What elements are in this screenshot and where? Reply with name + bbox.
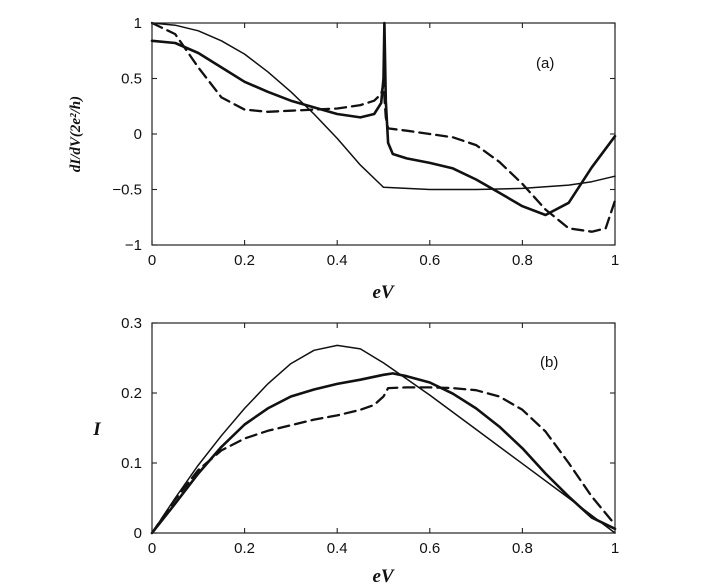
panel-a-y-tick-label: −0.5: [112, 182, 142, 199]
panel-b-y-tick-label: 0: [134, 525, 142, 542]
panel-b-x-tick-label: 0.4: [327, 540, 348, 557]
panel-b-series-thick-solid: [150, 372, 617, 535]
panel-a-y-tick-label: 0: [134, 126, 142, 143]
panel-a: 0 0.2 0.4 0.6 0.8 1 1 0.5 0 −0.5 −1 (a) eV dI/dV(2…: [68, 15, 619, 303]
panel-a-x-tick-label: 0.6: [419, 252, 440, 269]
panel-a-series-thin-solid: [151, 22, 616, 191]
panel-a-y-tick-label: 1: [134, 15, 142, 32]
panel-b: 0 0.2 0.4 0.6 0.8 1 0.3 0.2 0.1 0 (b) eV I: [92, 315, 619, 587]
panel-b-x-axis-label: eV: [372, 566, 394, 587]
panel-b-y-tick-label: 0.2: [121, 385, 142, 402]
panel-a-ticks: 0 0.2 0.4 0.6 0.8 1 1 0.5 0 −0.5 −1: [112, 15, 619, 269]
panel-a-y-tick-label: 0.5: [121, 71, 142, 88]
panel-b-y-axis-label: I: [92, 419, 101, 440]
panel-a-series-group: [150, 21, 617, 233]
panel-b-y-tick-label: 0.1: [121, 455, 142, 472]
panel-b-x-tick-label: 0.6: [419, 540, 440, 557]
panel-a-series-thick-solid: [150, 21, 617, 217]
panel-a-x-tick-label: 0.4: [327, 252, 348, 269]
panel-b-x-tick-label: 1: [611, 540, 619, 557]
panel-b-y-tick-label: 0.3: [121, 315, 142, 332]
panel-b-x-tick-label: 0.2: [234, 540, 255, 557]
panel-b-series-group: [150, 344, 617, 535]
panel-a-x-tick-label: 0: [148, 252, 156, 269]
panel-a-x-tick-label: 1: [611, 252, 619, 269]
panel-b-ticks: 0 0.2 0.4 0.6 0.8 1 0.3 0.2 0.1 0: [121, 315, 619, 557]
panel-b-plot-frame: [151, 322, 616, 534]
panel-a-x-tick-label: 0.8: [512, 252, 533, 269]
panel-b-x-tick-label: 0: [148, 540, 156, 557]
panel-a-label: (a): [536, 55, 554, 72]
panel-b-series-thin-solid: [151, 344, 616, 534]
panel-b-series-dashed: [150, 386, 617, 535]
panel-b-x-tick-label: 0.8: [512, 540, 533, 557]
panel-a-y-tick-label: −1: [125, 237, 142, 254]
panel-a-x-axis-label: eV: [372, 282, 394, 303]
panel-a-series-dashed: [150, 21, 617, 233]
panel-a-y-axis-label: dI/dV(2e²/h): [68, 96, 84, 172]
panel-b-label: (b): [540, 354, 558, 371]
panel-a-x-tick-label: 0.2: [234, 252, 255, 269]
